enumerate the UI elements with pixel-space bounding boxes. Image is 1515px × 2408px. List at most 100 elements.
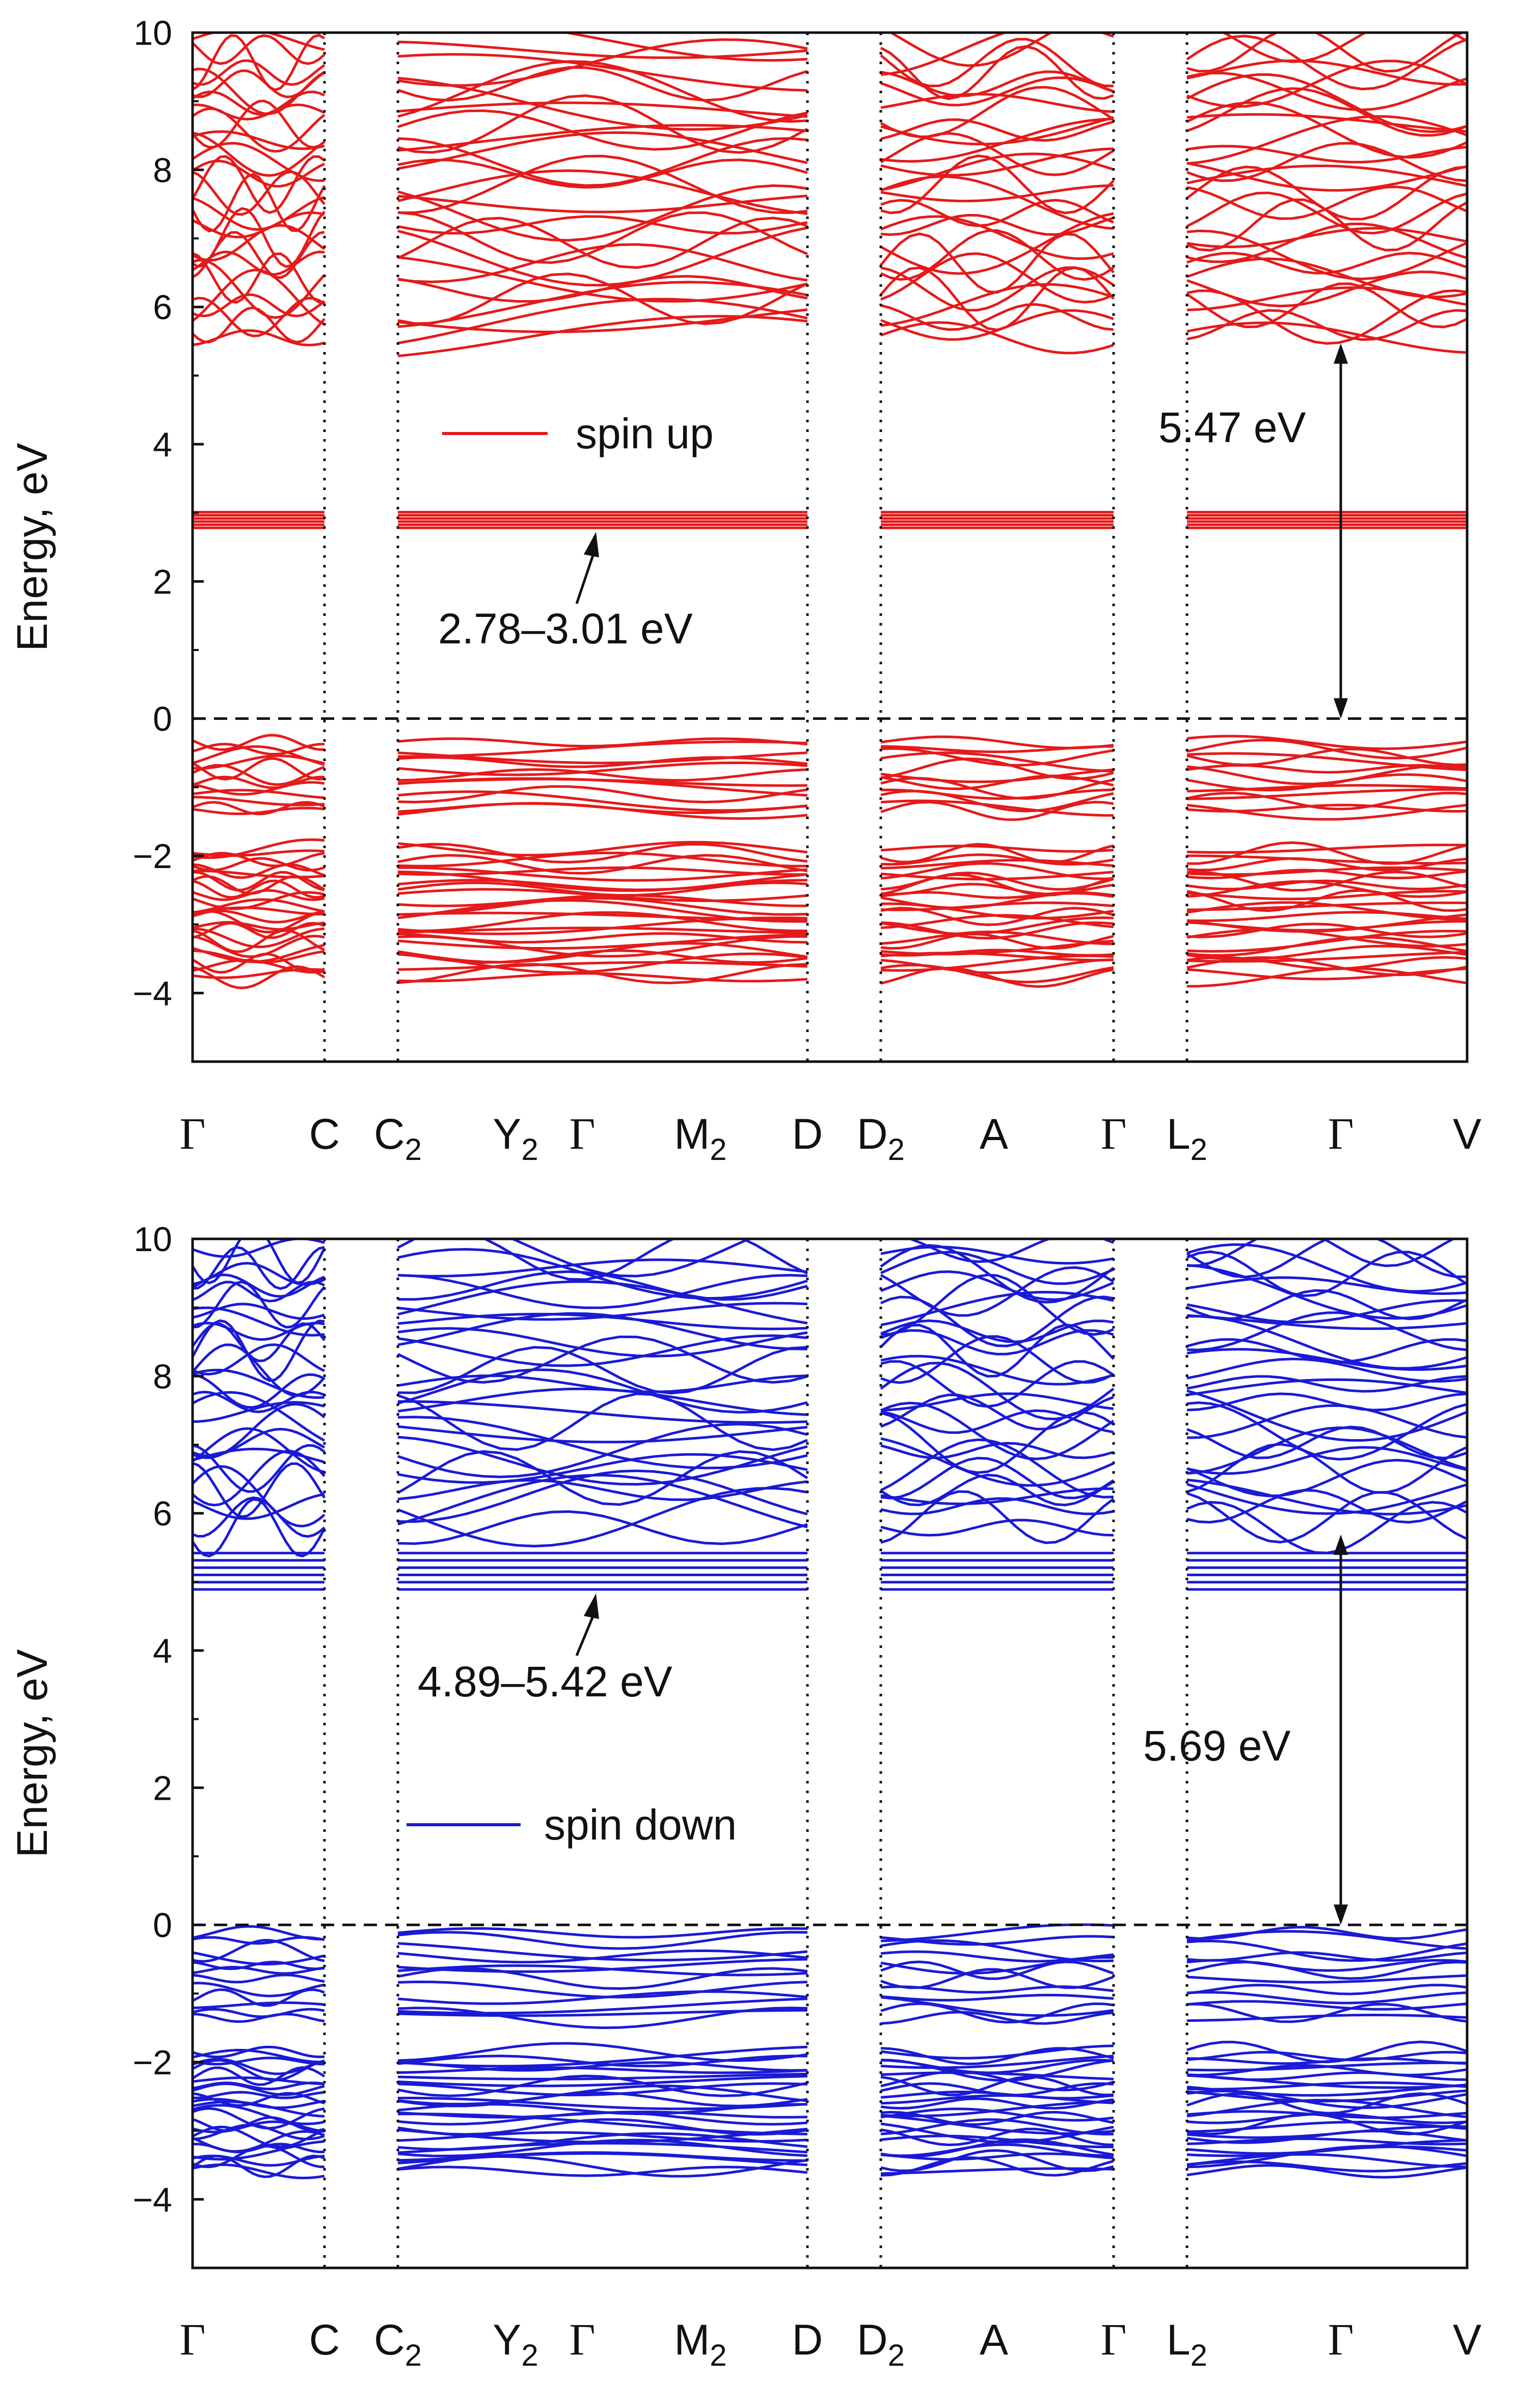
spin-down-gap-arrow-head-down (1334, 1904, 1348, 1925)
spin-up-valence-band-line (193, 796, 325, 806)
spin-up-conduction-band-line (193, 252, 325, 304)
spin-up-conduction-band-line (880, 199, 1114, 227)
spin-up-valence-band-line (1186, 967, 1467, 981)
spin-up-conduction-band-line (1186, 227, 1467, 249)
spin-down-valence-band-line (880, 2115, 1114, 2135)
spin-down-valence-band-line (880, 2134, 1114, 2149)
spin-up-valence-band-line (193, 806, 325, 815)
spin-up-conduction-band-line (880, 154, 1115, 214)
spin-down-valence-band-line (880, 2143, 1114, 2157)
spin-up-conduction-band-line (397, 184, 808, 242)
spin-up-valence-band-line (880, 939, 1114, 956)
spin-down-conduction-band-line (509, 1239, 752, 1278)
spin-down-conduction-band-line (1186, 1243, 1467, 1293)
spin-up-conduction-band-line (397, 109, 808, 151)
spin-up-valence-band-line (880, 735, 1114, 749)
spin-up-kpoint-label: V (1453, 1110, 1481, 1158)
spin-down-kpoint-label: Γ (1101, 2315, 1127, 2365)
spin-up-conduction-band-line (1186, 115, 1467, 165)
spin-down-valence-band-line (193, 1966, 325, 1975)
spin-up-valence-band-line (880, 751, 1114, 773)
spin-up-conduction-band-line (1186, 192, 1467, 235)
spin-down-conduction-band-line (397, 1274, 808, 1309)
spin-up-path-break (808, 34, 880, 1060)
spin-down-conduction-band-line (880, 1360, 1115, 1408)
spin-up-conduction-band-line (880, 86, 1115, 139)
spin-down-conduction-band-line (880, 1319, 1114, 1343)
spin-down-conduction-band-line (193, 1321, 325, 1341)
spin-up-valence-band-line (397, 851, 808, 868)
spin-down-y-tick-label: 0 (153, 1906, 172, 1945)
spin-up-conduction-band-line (193, 34, 326, 92)
spin-down-valence-band-line (1186, 2003, 1467, 2023)
spin-up-bands (193, 33, 1467, 1060)
spin-down-conduction-band-line (193, 1239, 326, 1285)
spin-down-conduction-band-line (1186, 1375, 1467, 1393)
spin-up-valence-band-line (880, 921, 1114, 940)
spin-down-overlay (193, 1239, 1467, 2268)
spin-down-valence-band-line (880, 1960, 1114, 1980)
spin-down-kpoint-label: M2 (674, 2316, 726, 2372)
spin-down-y-tick-label: −2 (132, 2043, 172, 2082)
spin-up-conduction-band-line (880, 118, 1114, 142)
spin-up-conduction-band-line (880, 38, 1114, 88)
spin-up-conduction-band-line (397, 211, 808, 264)
spin-up-conduction-band-line (397, 60, 808, 123)
spin-up-valence-band-line (1186, 923, 1467, 938)
spin-down-valence-band-line (398, 2097, 808, 2111)
spin-up-valence-band-line (880, 799, 1114, 817)
spin-down-valence-band-line (880, 2094, 1114, 2105)
spin-down-kpoint-label: V (1453, 2316, 1481, 2364)
spin-down-conduction-band-line (880, 1270, 1114, 1301)
spin-up-kpoint-label: Γ (180, 1110, 206, 1159)
spin-down-valence-band-line (193, 2076, 325, 2086)
spin-down-conduction-band-line (1186, 1378, 1467, 1396)
spin-up-conduction-band-line (880, 212, 1114, 275)
spin-up-valence-band-line (1186, 788, 1467, 800)
spin-up-valence-band-line (397, 843, 808, 864)
spin-up-conduction-band-line (193, 173, 326, 233)
spin-down-conduction-band-line (397, 1453, 808, 1484)
spin-down-path-break (808, 1240, 880, 2266)
spin-down-kpoint-label: Γ (1328, 2315, 1354, 2365)
spin-up-conduction-band-line (1186, 87, 1467, 137)
spin-down-conduction-band-line (880, 1401, 1115, 1460)
spin-down-valence-band-line (397, 1997, 808, 2015)
spin-up-valence-band-line (397, 854, 808, 875)
spin-up-valence-band-line (880, 757, 1114, 780)
spin-up-conduction-band-line (397, 66, 808, 102)
spin-up-conduction-band-line (397, 226, 808, 287)
spin-up-valence-band-line (193, 906, 324, 916)
spin-down-valence-band-line (397, 1927, 808, 1939)
spin-down-valence-band-line (1186, 1930, 1467, 1950)
spin-down-valence-band-line (880, 2075, 1114, 2097)
spin-down-conduction-band-line (880, 1456, 1115, 1500)
spin-up-valence-band-line (397, 761, 808, 776)
spin-up-valence-band-line (397, 841, 808, 857)
spin-up-conduction-band-line (397, 217, 808, 269)
spin-down-y-tick-label: 10 (133, 1220, 172, 1259)
spin-up-conduction-band-line (193, 293, 326, 317)
spin-up-conduction-band-line (880, 213, 1114, 236)
spin-up-path-break (1115, 34, 1186, 1060)
spin-up-valence-band-line (1186, 911, 1467, 923)
spin-up-y-tick-label: 8 (153, 151, 172, 190)
spin-down-kpoint-label: Γ (570, 2315, 596, 2365)
spin-up-conduction-band-line (880, 303, 1114, 331)
spin-up-valence-band-line (397, 932, 808, 944)
spin-down-conduction-band-line (1186, 1458, 1467, 1498)
spin-up-plot-frame (191, 31, 1469, 1063)
spin-up-valence-band-line (880, 768, 1114, 783)
spin-up-valence-band-line (193, 852, 325, 868)
spin-down-valence-band-line (397, 2085, 808, 2105)
spin-up-valence-band-line (880, 916, 1114, 935)
spin-down-conduction-band-line (1186, 1276, 1467, 1295)
spin-down-y-tick-label: 4 (153, 1632, 172, 1670)
spin-up-valence-band-line (193, 857, 325, 872)
spin-up-conduction-band-line (397, 94, 808, 154)
spin-up-annotations: spin up 2.78–3.01 eV 5.47 eV (438, 403, 1306, 653)
spin-up-y-tick-label: 6 (153, 288, 172, 327)
spin-down-bands (193, 1239, 1467, 2266)
spin-down-conduction-band-line (1186, 1338, 1467, 1364)
spin-down-conduction-band-line (880, 1251, 1114, 1285)
